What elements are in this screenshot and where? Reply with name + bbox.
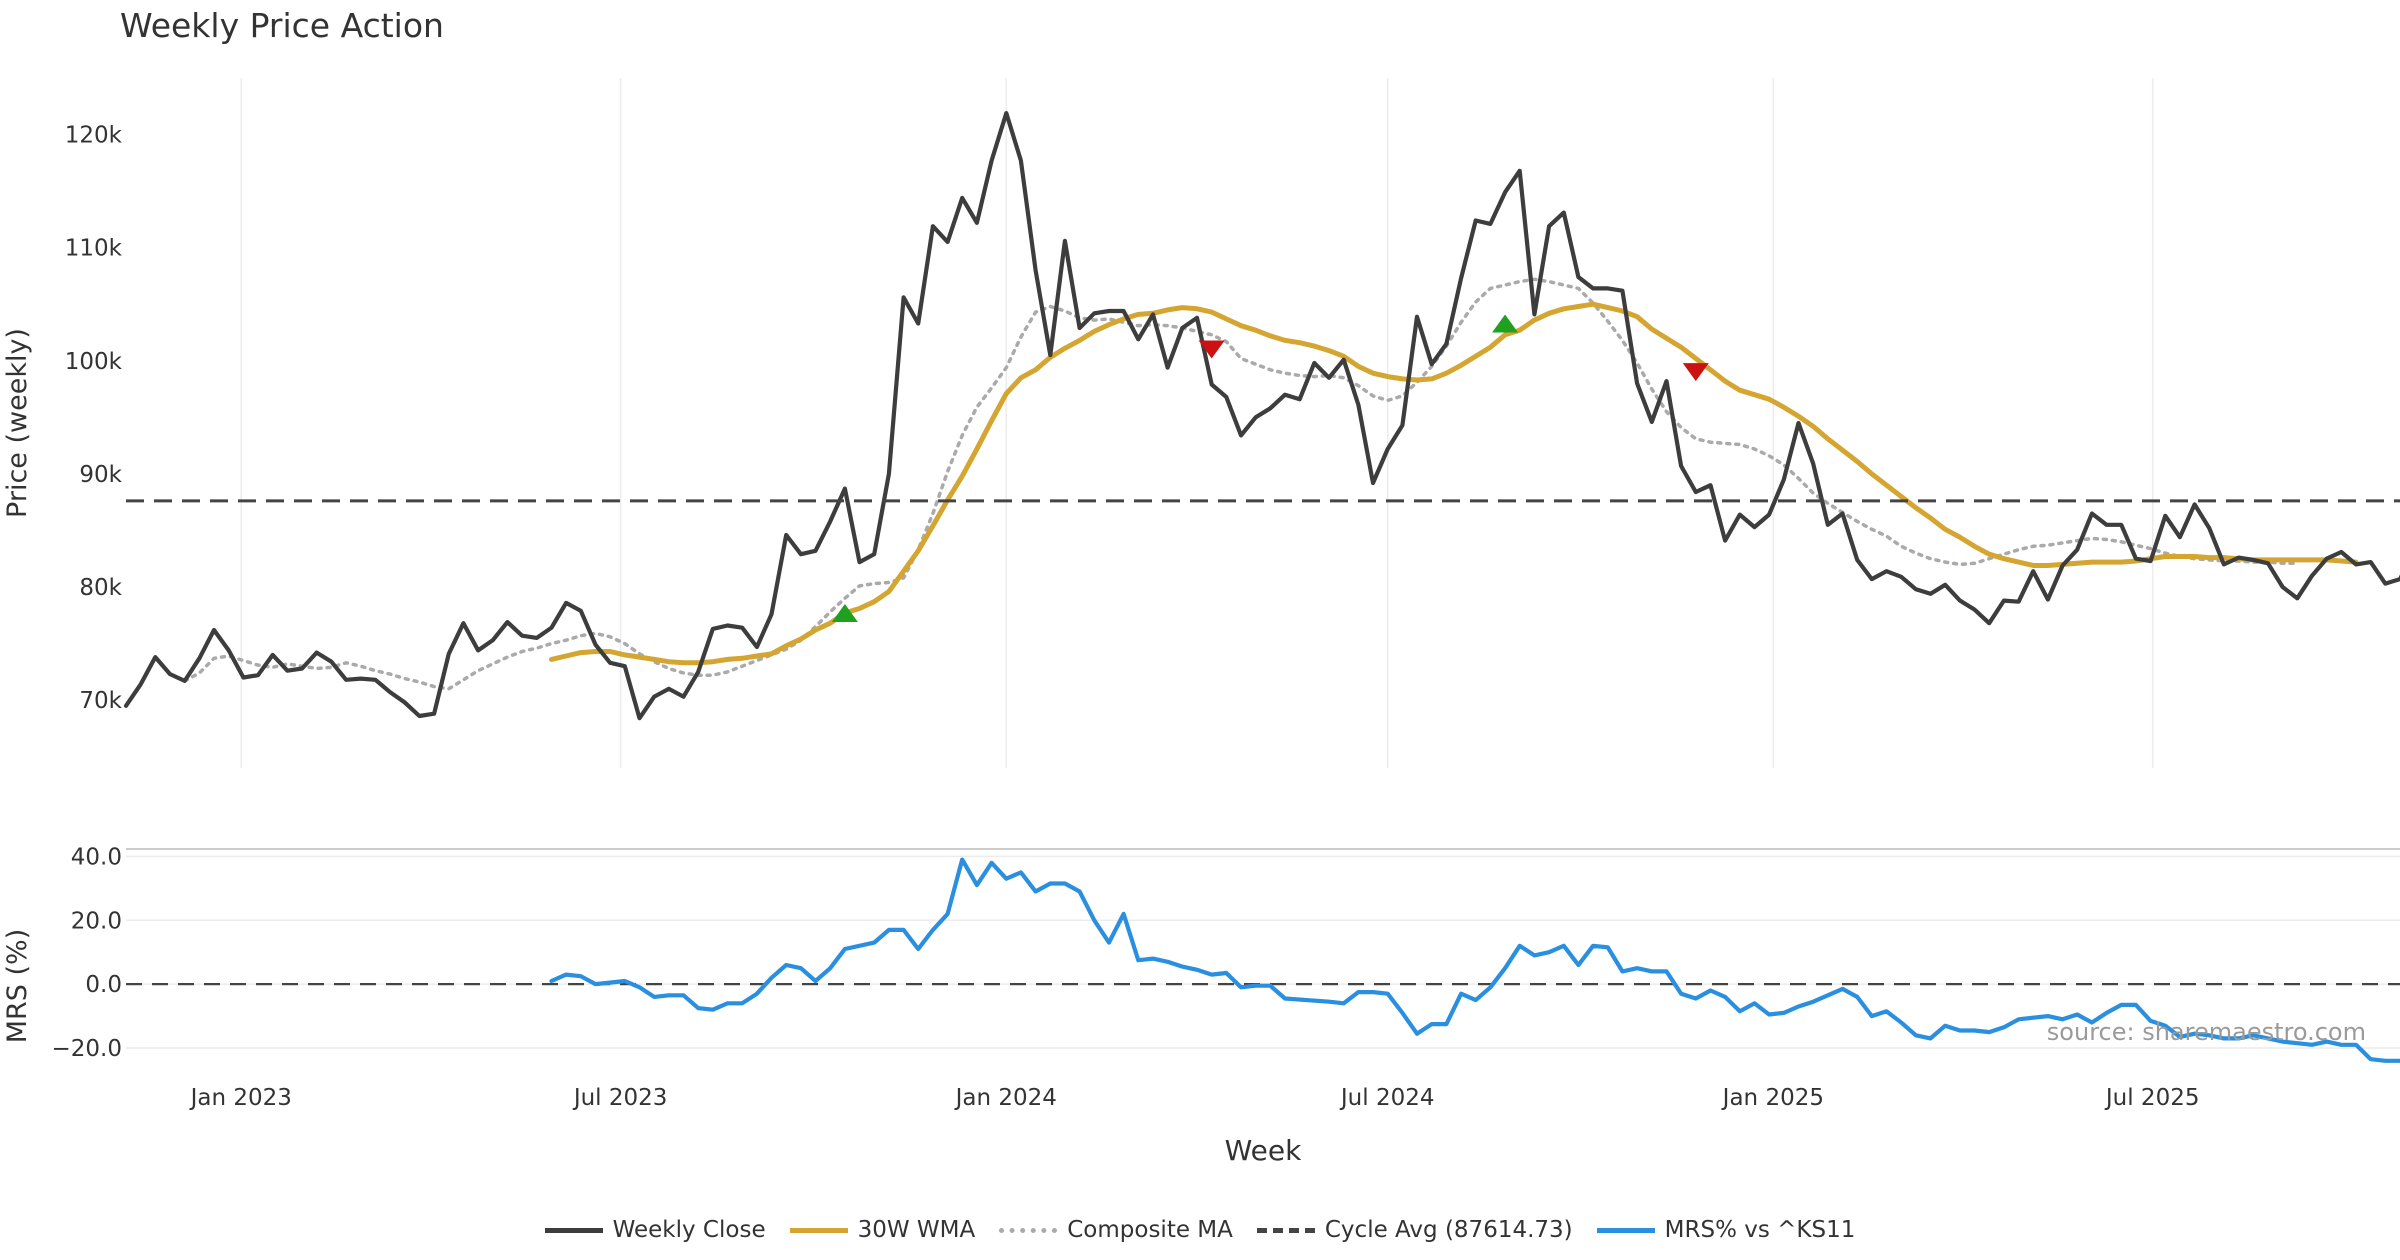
legend-swatch-weekly-close: [544, 1227, 603, 1233]
grid: [126, 78, 2400, 1049]
x-tick-label: Jul 2023: [572, 1085, 668, 1111]
price-series: [123, 110, 2400, 721]
legend-item-30w-wma: 30W WMA: [789, 1217, 976, 1243]
mrs-ytick-label: −20.0: [52, 1036, 122, 1062]
sell-signal-marker: [1198, 340, 1225, 359]
series-30w-wma: [549, 301, 2359, 666]
legend: Weekly Close 30W WMA Composite MA Cycle …: [0, 1212, 2400, 1248]
legend-label-cycle-avg: Cycle Avg (87614.73): [1324, 1217, 1573, 1243]
legend-label-weekly-close: Weekly Close: [612, 1217, 766, 1243]
price-y-label: Price (weekly): [2, 328, 33, 518]
legend-swatch-cycle-avg: [1256, 1227, 1315, 1233]
x-tick-label: Jan 2024: [954, 1085, 1057, 1111]
legend-item-cycle-avg: Cycle Avg (87614.73): [1256, 1217, 1573, 1243]
x-tick-label: Jul 2024: [1339, 1085, 1435, 1111]
legend-item-composite-ma: Composite MA: [999, 1217, 1233, 1243]
legend-item-weekly-close: Weekly Close: [544, 1217, 766, 1243]
price-ytick-label: 110k: [65, 236, 123, 262]
signals: [831, 314, 1709, 623]
mrs-ytick-label: 20.0: [71, 908, 122, 934]
series-weekly-close: [123, 110, 2400, 721]
price-ytick-label: 80k: [79, 575, 122, 601]
legend-label-composite-ma: Composite MA: [1067, 1217, 1233, 1243]
price-y-axis: 70k 80k 90k 100k 110k 120k: [65, 123, 123, 715]
legend-swatch-composite-ma: [999, 1227, 1058, 1233]
chart-title: Weekly Price Action: [120, 6, 444, 45]
mrs-ytick-label: 0.0: [85, 972, 122, 998]
legend-swatch-30w-wma: [789, 1227, 848, 1233]
mrs-y-axis: −20.0 0.0 20.0 40.0: [52, 844, 122, 1062]
x-tick-label: Jul 2025: [2104, 1085, 2200, 1111]
legend-swatch-mrs: [1596, 1227, 1655, 1233]
mrs-ytick-label: 40.0: [71, 844, 122, 870]
series-mrs-vs-ks11: [549, 857, 2400, 1063]
legend-label-30w-wma: 30W WMA: [857, 1217, 976, 1243]
legend-item-mrs: MRS% vs ^KS11: [1596, 1217, 1856, 1243]
source-note: source: sharemaestro.com: [2046, 1018, 2366, 1046]
x-axis-label: Week: [1225, 1134, 1302, 1167]
mrs-y-label: MRS (%): [2, 929, 33, 1044]
x-tick-label: Jan 2023: [189, 1085, 292, 1111]
sell-signal-marker: [1682, 363, 1709, 382]
price-ytick-label: 120k: [65, 123, 123, 149]
buy-signal-marker: [1492, 314, 1519, 333]
series-composite-ma: [182, 277, 2300, 691]
legend-label-mrs: MRS% vs ^KS11: [1664, 1217, 1856, 1243]
price-ytick-label: 70k: [79, 688, 122, 714]
mrs-series: [126, 857, 2400, 1063]
price-ytick-label: 100k: [65, 349, 123, 375]
x-axis: Jan 2023 Jul 2023 Jan 2024 Jul 2024 Jan 2025…: [189, 1085, 2200, 1111]
buy-signal-marker: [831, 604, 858, 623]
x-tick-label: Jan 2025: [1721, 1085, 1824, 1111]
price-ytick-label: 90k: [79, 462, 122, 488]
